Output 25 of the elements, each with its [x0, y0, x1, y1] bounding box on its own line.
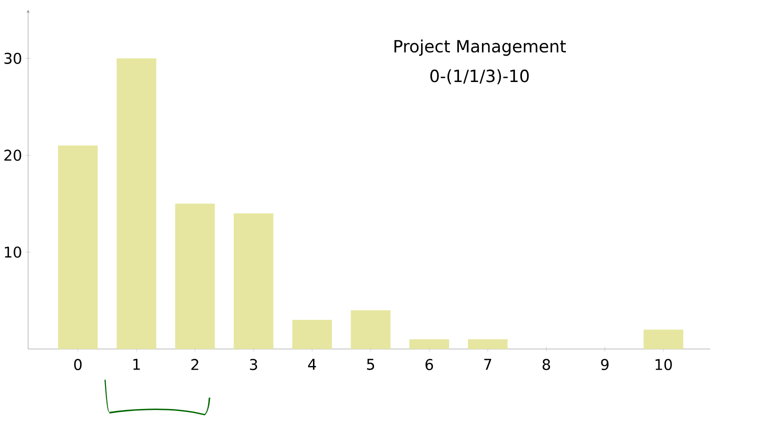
x-tick-label: 6 — [426, 358, 433, 370]
bar — [468, 339, 508, 349]
x-tick-label: 7 — [484, 358, 492, 370]
bar — [644, 329, 684, 349]
x-tick-label: 9 — [601, 358, 609, 370]
x-tick-label: 2 — [191, 358, 198, 370]
y-tick-label: 20 — [4, 149, 22, 161]
x-tick-label: 8 — [542, 358, 550, 370]
bar — [409, 339, 450, 349]
bar — [234, 213, 274, 349]
y-tick-label: 10 — [4, 246, 22, 258]
bar — [175, 204, 215, 349]
text: 0-(1/1/3)-10 — [430, 69, 529, 84]
x-tick-label: 3 — [250, 358, 258, 370]
y-tick-label: 30 — [4, 52, 22, 64]
x-tick-label: 4 — [308, 358, 316, 370]
bar — [58, 145, 98, 349]
x-tick-label: 10 — [656, 358, 672, 370]
x-tick-label: 0 — [74, 358, 82, 370]
x-tick-label: 5 — [367, 358, 374, 370]
text: Project Management — [394, 39, 566, 56]
x-tick-label: 1 — [133, 358, 140, 370]
bar — [292, 320, 332, 349]
bar — [116, 58, 156, 349]
bar — [350, 310, 390, 349]
